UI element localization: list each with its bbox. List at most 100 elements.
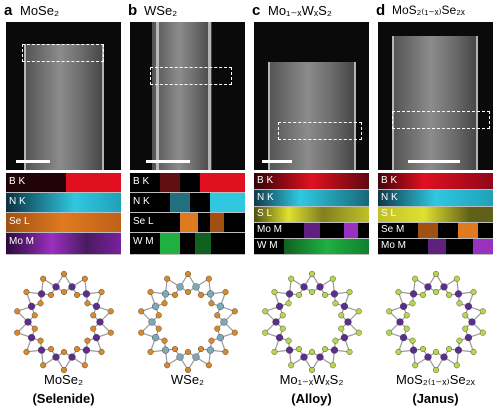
chalcogen-atom: [395, 348, 402, 355]
metal-atom: [316, 283, 324, 291]
metal-atom: [316, 353, 324, 361]
metal-atom: [216, 334, 225, 342]
chalcogen-atom: [355, 308, 362, 315]
chalcogen-atom: [208, 337, 215, 344]
chalcogen-atom: [412, 275, 419, 282]
chalcogen-atom: [90, 325, 97, 332]
chalcogen-atom: [329, 362, 336, 369]
chalcogen-atom: [107, 308, 114, 315]
metal-atom: [27, 334, 36, 342]
chalcogen-atom: [171, 291, 178, 298]
eels-label: Se L: [133, 216, 154, 227]
chalcogen-atom: [456, 337, 463, 344]
chalcogen-atom: [37, 300, 44, 307]
chalcogen-atom: [171, 346, 178, 353]
scale-bar: [16, 160, 50, 163]
metal-atom: [300, 353, 308, 361]
chalcogen-atom: [262, 329, 269, 336]
chalcogen-atom: [446, 291, 453, 298]
chalcogen-atom: [309, 366, 316, 373]
panel-title: Mo₁₋ₓWₓS₂: [268, 3, 332, 18]
chalcogen-atom: [470, 348, 477, 355]
nanotube-ring-model: [262, 271, 362, 373]
chalcogen-atom: [161, 300, 168, 307]
chalcogen-atom: [222, 348, 229, 355]
eels-row: N K: [130, 193, 245, 213]
chalcogen-atom: [164, 275, 171, 282]
caption-formula: MoS₂₍₁₋ₓ₎Se₂ₓ: [396, 372, 475, 387]
metal-atom: [454, 346, 463, 354]
caption-type: (Selenide): [32, 391, 95, 406]
chalcogen-atom: [395, 289, 402, 296]
chalcogen-atom: [279, 325, 286, 332]
metal-atom: [92, 302, 101, 310]
chalcogen-atom: [198, 346, 205, 353]
metal-atom: [82, 346, 91, 354]
panel-a: a MoSe₂ B K N K Se L Mo M MoSe₂ (Selenid…: [4, 0, 121, 412]
eels-row: Mo M: [6, 233, 121, 255]
eels-row: Mo M: [378, 239, 493, 255]
eels-row: S L: [254, 207, 369, 223]
selection-box: [392, 111, 490, 129]
metal-atom: [37, 346, 46, 354]
chalcogen-atom: [161, 337, 168, 344]
tube-edge: [156, 22, 159, 170]
selection-box: [278, 122, 362, 140]
metal-atom: [37, 290, 46, 298]
chalcogen-atom: [271, 348, 278, 355]
metal-atom: [275, 302, 284, 310]
eels-row: Mo M: [254, 223, 369, 239]
chalcogen-atom: [205, 362, 212, 369]
eels-label: N K: [257, 192, 274, 203]
chalcogen-atom: [138, 308, 145, 315]
panel-title: MoSe₂: [20, 3, 60, 18]
panel-letter: c: [252, 2, 261, 19]
eels-label: S L: [257, 208, 273, 219]
chalcogen-atom: [433, 348, 440, 355]
tem-image: [254, 22, 369, 170]
metal-atom: [216, 302, 225, 310]
chalcogen-atom: [285, 300, 292, 307]
chalcogen-atom: [462, 325, 469, 332]
chalcogen-atom: [412, 362, 419, 369]
tem-image: [130, 22, 245, 170]
eels-label: B K: [9, 176, 26, 187]
chalcogen-atom: [295, 291, 302, 298]
metal-atom: [151, 302, 160, 310]
chalcogen-atom: [185, 271, 192, 277]
tube-edge: [392, 36, 394, 170]
eels-label: B K: [257, 175, 274, 186]
metal-atom: [454, 290, 463, 298]
eels-row: Se L: [6, 213, 121, 233]
chalcogen-atom: [279, 312, 286, 319]
scale-bar: [262, 160, 292, 163]
eels-label: N K: [9, 196, 26, 207]
metal-atom: [285, 290, 294, 298]
chalcogen-atom: [288, 362, 295, 369]
chalcogen-atom: [433, 271, 440, 277]
chalcogen-atom: [155, 312, 162, 319]
nanotube: [24, 44, 104, 170]
chalcogen-atom: [309, 289, 316, 296]
chalcogen-atom: [403, 312, 410, 319]
eels-label: S L: [381, 208, 397, 219]
chalcogen-atom: [271, 289, 278, 296]
metal-atom: [464, 334, 473, 342]
metal-atom: [52, 283, 60, 291]
eels-map: B K N K S L Se M Mo M: [378, 173, 493, 255]
eels-map: B K N K Se L Mo M: [6, 173, 121, 255]
chalcogen-atom: [433, 289, 440, 296]
metal-atom: [92, 334, 101, 342]
panel-d: d MoS₂₍₁₋ₓ₎Se₂ₓ B K N K S L Se M Mo M: [376, 0, 493, 412]
chalcogen-atom: [90, 312, 97, 319]
chalcogen-atom: [47, 291, 54, 298]
chalcogen-atom: [185, 366, 192, 373]
chalcogen-atom: [31, 325, 38, 332]
eels-label: N K: [133, 196, 150, 207]
metal-atom: [96, 318, 104, 326]
panel-c: c Mo₁₋ₓWₓS₂ B K N K S L Mo M W M M: [252, 0, 369, 412]
chalcogen-atom: [222, 289, 229, 296]
caption-formula: MoSe₂: [43, 372, 83, 387]
eels-row: Se L: [130, 213, 245, 233]
chalcogen-atom: [198, 291, 205, 298]
